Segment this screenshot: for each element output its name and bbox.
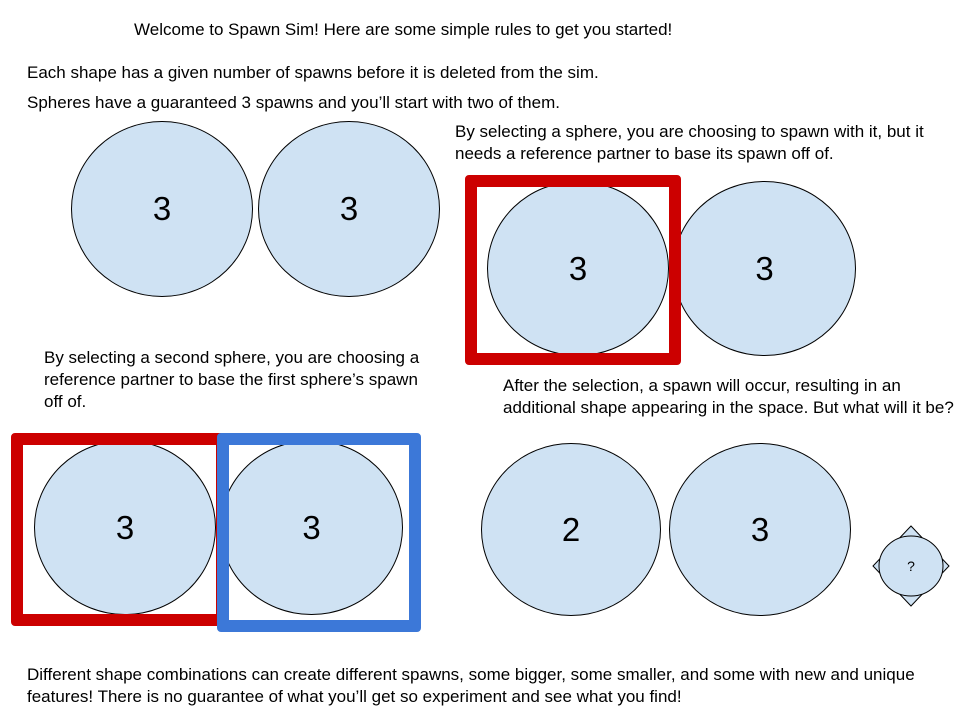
partner-sphere-right: 3 [220, 440, 403, 615]
result-sphere-left: 2 [481, 443, 661, 616]
start-sphere-left: 3 [71, 121, 253, 297]
page-title: Welcome to Spawn Sim! Here are some simp… [134, 20, 673, 39]
rule-spheres-text: Spheres have a guaranteed 3 spawns and y… [27, 93, 560, 112]
partner-selection-box [217, 433, 421, 632]
footer-text: Different shape combinations can create … [27, 665, 915, 706]
result-caption: After the selection, a spawn will occur,… [503, 376, 954, 417]
mystery-label: ? [907, 558, 915, 574]
result-sphere-right: 3 [669, 443, 851, 616]
rule-spawns-text: Each shape has a given number of spawns … [27, 63, 599, 82]
select-sphere-left: 3 [487, 181, 669, 356]
first-selection-box [465, 175, 681, 365]
select-caption: By selecting a sphere, you are choosing … [455, 122, 924, 163]
partner-sphere-left: 3 [34, 440, 216, 615]
start-sphere-right: 3 [258, 121, 440, 297]
select-sphere-right: 3 [673, 181, 856, 356]
mystery-shape [872, 525, 950, 607]
partner-caption: By selecting a second sphere, you are ch… [44, 348, 420, 411]
first-selection-box [11, 433, 228, 626]
